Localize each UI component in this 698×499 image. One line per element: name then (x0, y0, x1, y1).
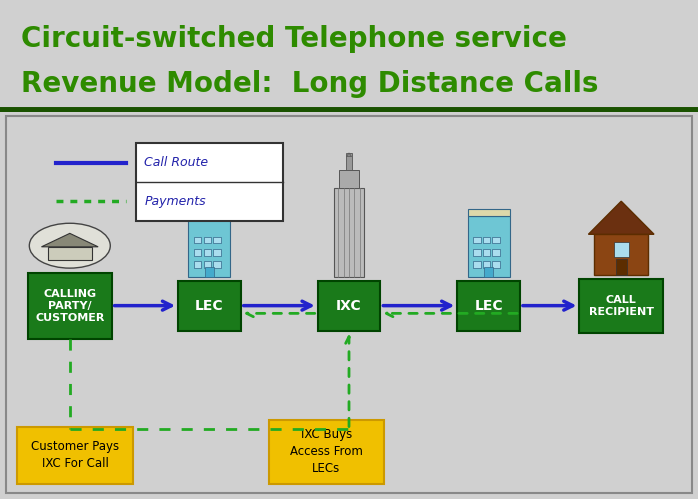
FancyBboxPatch shape (339, 170, 359, 188)
Text: IXC Buys
Access From
LECs: IXC Buys Access From LECs (290, 428, 363, 475)
FancyBboxPatch shape (136, 143, 283, 221)
FancyBboxPatch shape (492, 249, 500, 255)
FancyBboxPatch shape (484, 267, 493, 276)
FancyBboxPatch shape (468, 209, 510, 216)
FancyBboxPatch shape (616, 259, 627, 274)
FancyBboxPatch shape (468, 216, 510, 276)
FancyBboxPatch shape (473, 237, 481, 244)
FancyBboxPatch shape (492, 261, 500, 267)
FancyBboxPatch shape (457, 280, 520, 331)
Text: IXC: IXC (336, 298, 362, 313)
FancyBboxPatch shape (188, 216, 230, 276)
Text: Customer Pays
IXC For Call: Customer Pays IXC For Call (31, 441, 119, 471)
FancyBboxPatch shape (483, 237, 490, 244)
FancyBboxPatch shape (269, 420, 384, 484)
FancyBboxPatch shape (204, 261, 211, 267)
Text: Circuit-switched Telephone service: Circuit-switched Telephone service (21, 24, 567, 53)
FancyBboxPatch shape (194, 261, 202, 267)
Polygon shape (346, 153, 352, 157)
FancyBboxPatch shape (205, 267, 214, 276)
FancyBboxPatch shape (204, 237, 211, 244)
FancyBboxPatch shape (178, 280, 241, 331)
Text: LEC: LEC (474, 298, 503, 313)
FancyBboxPatch shape (213, 237, 221, 244)
FancyBboxPatch shape (213, 249, 221, 255)
Text: Call Route: Call Route (144, 156, 209, 169)
FancyBboxPatch shape (483, 261, 490, 267)
FancyBboxPatch shape (473, 249, 481, 255)
FancyBboxPatch shape (614, 243, 629, 256)
FancyBboxPatch shape (194, 249, 202, 255)
FancyBboxPatch shape (47, 247, 92, 260)
FancyBboxPatch shape (194, 237, 202, 244)
FancyBboxPatch shape (318, 280, 380, 331)
Text: LEC: LEC (195, 298, 224, 313)
Text: Payments: Payments (144, 195, 206, 208)
Polygon shape (588, 201, 654, 235)
FancyBboxPatch shape (483, 249, 490, 255)
FancyBboxPatch shape (17, 428, 133, 484)
FancyBboxPatch shape (204, 249, 211, 255)
Polygon shape (41, 234, 98, 247)
FancyBboxPatch shape (334, 188, 364, 276)
Circle shape (29, 223, 110, 268)
Text: CALLING
PARTY/
CUSTOMER: CALLING PARTY/ CUSTOMER (35, 288, 105, 323)
FancyBboxPatch shape (473, 261, 481, 267)
FancyBboxPatch shape (594, 235, 648, 274)
FancyBboxPatch shape (188, 209, 230, 216)
FancyBboxPatch shape (346, 153, 352, 170)
FancyBboxPatch shape (213, 261, 221, 267)
FancyBboxPatch shape (28, 273, 112, 338)
Text: Revenue Model:  Long Distance Calls: Revenue Model: Long Distance Calls (21, 70, 598, 98)
FancyBboxPatch shape (579, 278, 663, 333)
FancyBboxPatch shape (492, 237, 500, 244)
Text: CALL
RECIPIENT: CALL RECIPIENT (588, 294, 654, 317)
